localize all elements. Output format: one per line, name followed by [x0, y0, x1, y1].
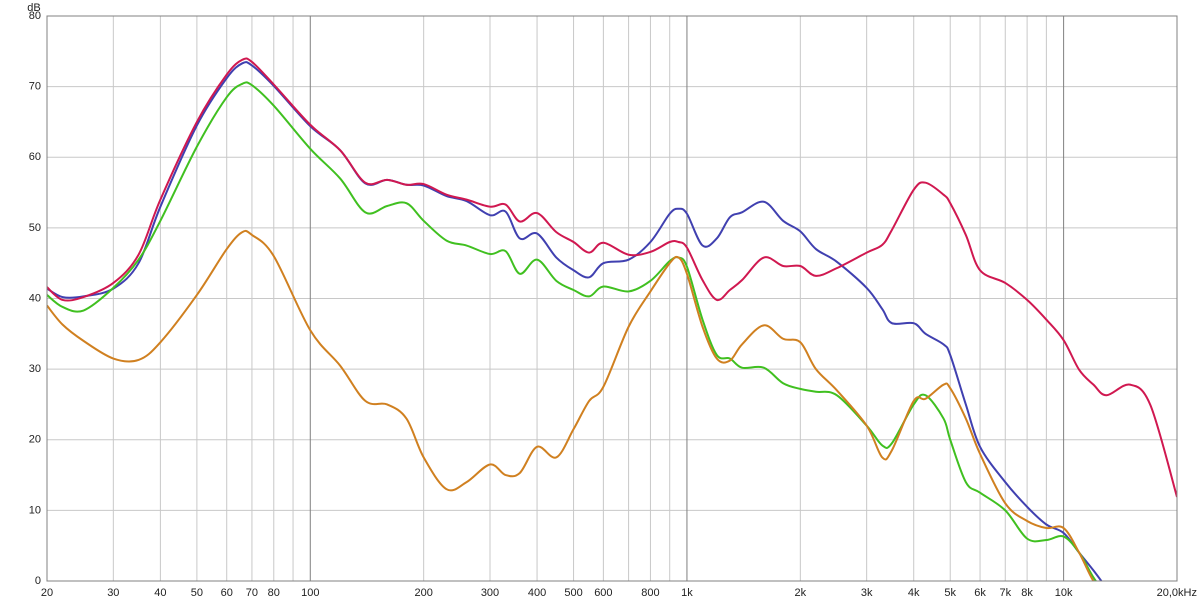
x-tick-label: 7k [999, 587, 1011, 599]
x-tick-label: 50 [191, 587, 203, 599]
y-tick-label: 70 [29, 81, 41, 93]
response-curve [47, 229, 1095, 581]
y-tick-label: 20 [29, 434, 41, 446]
x-tick-label: 300 [481, 587, 499, 599]
x-tick-label: 100 [301, 587, 319, 599]
plot-area [47, 57, 1177, 581]
x-tick-label: 60 [221, 587, 233, 599]
x-tick-label: 600 [594, 587, 612, 599]
x-tick-label: 500 [564, 587, 582, 599]
x-tick-label: 2k [795, 587, 807, 599]
y-tick-label: 40 [29, 292, 41, 304]
x-tick-label: 40 [154, 587, 166, 599]
x-tick-label: 20,0kHz [1157, 587, 1197, 599]
y-tick-label: 10 [29, 504, 41, 516]
x-tick-label: 80 [268, 587, 280, 599]
x-tick-label: 200 [414, 587, 432, 599]
x-tick-label: 400 [528, 587, 546, 599]
response-curve [47, 61, 1103, 581]
response-curve [47, 81, 1098, 581]
x-tick-label: 70 [246, 587, 258, 599]
y-tick-label: 30 [29, 363, 41, 375]
y-tick-label: 80 [29, 10, 41, 22]
y-tick-label: 60 [29, 151, 41, 163]
y-tick-label: 0 [35, 575, 41, 587]
x-tick-label: 10k [1055, 587, 1073, 599]
x-tick-label: 1k [681, 587, 693, 599]
plot-frame [46, 15, 1178, 582]
grid [46, 15, 1178, 582]
x-tick-label: 8k [1021, 587, 1033, 599]
x-tick-label: 30 [107, 587, 119, 599]
x-tick-label: 800 [641, 587, 659, 599]
x-tick-label: 4k [908, 587, 920, 599]
x-tick-label: 5k [944, 587, 956, 599]
response-curve [47, 57, 1177, 498]
y-tick-label: 50 [29, 222, 41, 234]
x-tick-label: 6k [974, 587, 986, 599]
x-tick-label: 20 [41, 587, 53, 599]
x-tick-label: 3k [861, 587, 873, 599]
y-axis-label: dB [27, 2, 40, 14]
